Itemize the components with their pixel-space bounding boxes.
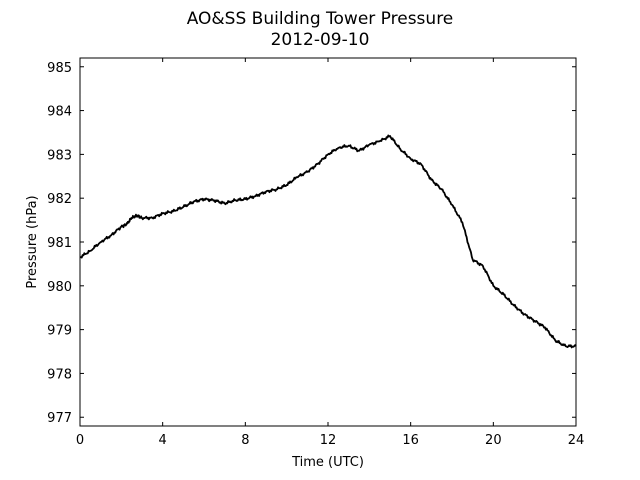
pressure-line	[79, 134, 577, 349]
x-tick-label: 8	[241, 433, 249, 448]
y-tick-label: 981	[47, 236, 72, 251]
x-tick-label: 24	[568, 433, 585, 448]
y-tick-label: 985	[47, 61, 72, 76]
x-tick-label: 4	[159, 433, 167, 448]
x-tick-label: 12	[320, 433, 337, 448]
y-tick-label: 982	[47, 192, 72, 207]
y-tick-label: 977	[47, 411, 72, 426]
axis-tick-labels: 0 4 8 12 16 20 24 977 978 979 980 981 982 983 984 985	[47, 61, 584, 448]
y-axis-label: Pressure (hPa)	[25, 195, 40, 288]
axis-ticks	[79, 58, 577, 426]
x-tick-label: 16	[402, 433, 419, 448]
y-tick-label: 979	[47, 324, 72, 339]
plot-frame	[79, 57, 577, 427]
x-tick-label: 20	[485, 433, 502, 448]
y-tick-label: 983	[47, 148, 72, 163]
x-axis-label: Time (UTC)	[291, 455, 364, 470]
chart-title: AO&SS Building Tower Pressure	[187, 9, 454, 29]
y-tick-label: 978	[47, 367, 72, 382]
x-tick-label: 0	[76, 433, 84, 448]
chart-subtitle: 2012-09-10	[271, 30, 370, 50]
y-tick-label: 984	[47, 105, 72, 120]
y-tick-label: 980	[47, 280, 72, 295]
